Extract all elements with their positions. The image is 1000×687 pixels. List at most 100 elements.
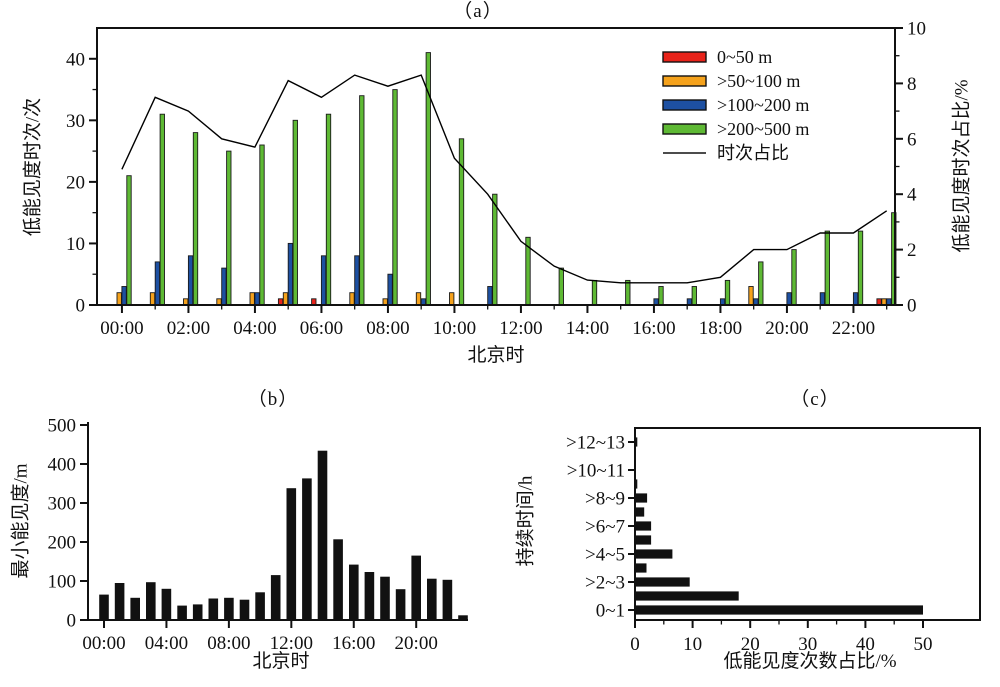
- tick-label-a-left: 40: [66, 49, 85, 70]
- tick-label-b-y: 400: [48, 455, 77, 476]
- panel-a-ylabel-right: 低能见度时次占比/%: [951, 79, 973, 253]
- bar-b-h1: [114, 583, 125, 620]
- tick-label-a-left: 30: [66, 111, 85, 132]
- bar-a-1-h5: [282, 292, 289, 306]
- bar-a-3-h8: [392, 89, 398, 306]
- tick-label-c-y: >12~13: [566, 433, 625, 454]
- tick-label-a-x: 22:00: [832, 318, 875, 339]
- bar-b-h8: [224, 597, 234, 620]
- bar-b-h7: [208, 598, 219, 620]
- tick-label-a-x: 16:00: [632, 318, 675, 339]
- tick-label-a-x: 06:00: [300, 318, 343, 339]
- tick-label-c-y: >10~11: [567, 461, 625, 482]
- bar-c-7: [636, 507, 645, 517]
- bar-a-2-h1: [154, 261, 161, 306]
- bar-b-h15: [333, 539, 343, 620]
- tick-label-c-y: >8~9: [585, 489, 625, 510]
- panel-b-ylabel: 最小能见度/m: [10, 463, 32, 579]
- panel-b-xlabel: 北京时: [252, 651, 310, 672]
- tick-label-a-x: 08:00: [366, 318, 409, 339]
- bar-a-3-h14: [591, 279, 598, 306]
- bar-a-3-h4: [259, 144, 265, 306]
- legend-swatch-1: [662, 75, 707, 87]
- bar-a-3-h13: [558, 267, 564, 306]
- panel-c-ylabel: 持续时间/h: [515, 475, 537, 567]
- tick-label-b-y: 200: [48, 533, 77, 554]
- tick-label-a-right: 2: [907, 240, 917, 261]
- bar-a-3-h6: [325, 113, 332, 306]
- bar-b-h16: [349, 564, 359, 620]
- tick-label-a-x: 04:00: [233, 318, 276, 339]
- bar-a-2-h5: [287, 242, 294, 306]
- bar-a-3-h16: [658, 286, 664, 306]
- bar-a-3-h0: [126, 175, 132, 306]
- bar-a-3-h1: [159, 113, 165, 306]
- bar-b-h23: [458, 615, 468, 620]
- panel-c-frame: [634, 427, 981, 621]
- tick-label-a-x: 20:00: [765, 318, 808, 339]
- bar-b-h21: [427, 578, 437, 620]
- legend-label-1: >50~100 m: [717, 71, 800, 91]
- bar-c-2: [636, 577, 690, 587]
- bar-b-h3: [146, 582, 156, 620]
- tick-label-c-y: 0~1: [596, 601, 625, 622]
- legend-label-2: >100~200 m: [717, 95, 809, 115]
- trend-line: [121, 74, 888, 284]
- tick-label-c-x: 10: [683, 634, 702, 655]
- bar-b-h19: [395, 589, 406, 620]
- tick-label-a-right: 8: [907, 74, 917, 95]
- bar-a-3-h5: [292, 119, 298, 306]
- tick-label-b-y: 0: [67, 611, 77, 632]
- bar-a-3-h19: [758, 261, 764, 306]
- tick-label-a-right: 10: [907, 19, 926, 40]
- bar-b-h5: [177, 605, 187, 620]
- bar-b-h14: [317, 450, 328, 620]
- bar-a-1-h1: [149, 292, 156, 306]
- tick-label-a-x: 12:00: [499, 318, 542, 339]
- tick-label-c-y: >6~7: [585, 517, 625, 538]
- bar-b-h2: [130, 597, 140, 620]
- bar-a-1-h7: [349, 292, 355, 306]
- bar-b-h17: [364, 572, 375, 620]
- bar-c-1: [636, 591, 739, 601]
- tick-label-c-x: 20: [741, 634, 760, 655]
- legend-swatch-2: [662, 99, 707, 111]
- bar-a-2-h0: [121, 286, 127, 306]
- tick-label-b-x: 00:00: [82, 633, 125, 654]
- tick-label-b-y: 100: [48, 572, 77, 593]
- tick-label-c-y: >4~5: [585, 545, 625, 566]
- bar-a-2-h20: [786, 292, 792, 306]
- tick-label-a-left: 10: [66, 234, 85, 255]
- bar-a-1-h10: [449, 292, 455, 306]
- bar-a-2-h21: [819, 292, 826, 306]
- tick-label-b-x: 16:00: [332, 633, 375, 654]
- tick-label-c-x: 40: [856, 634, 875, 655]
- tick-label-c-x: 30: [798, 634, 817, 655]
- tick-label-b-x: 12:00: [270, 633, 313, 654]
- bar-a-2-h11: [487, 286, 493, 306]
- bar-a-1-h19: [748, 286, 754, 306]
- legend-label-0: 0~50 m: [717, 47, 772, 67]
- bar-b-h0: [99, 594, 109, 620]
- bar-c-9: [636, 479, 638, 489]
- bar-b-h22: [442, 579, 453, 620]
- tick-label-b-x: 08:00: [207, 633, 250, 654]
- bar-b-h4: [161, 588, 172, 620]
- legend-label-3: >200~500 m: [717, 119, 809, 139]
- bar-a-3-h17: [691, 286, 697, 306]
- legend-swatch-3: [662, 123, 707, 135]
- bar-b-h20: [411, 555, 421, 620]
- bar-c-6: [636, 521, 652, 531]
- bar-a-2-h4: [254, 292, 260, 306]
- panel-a-title: （a）: [453, 1, 503, 22]
- tick-label-a-x: 18:00: [699, 318, 742, 339]
- tick-label-a-x: 00:00: [100, 318, 143, 339]
- bar-a-2-h2: [187, 255, 194, 306]
- tick-label-a-x: 14:00: [566, 318, 609, 339]
- bar-c-8: [636, 493, 648, 503]
- bar-a-3-h11: [492, 193, 498, 306]
- bar-a-3-h3: [226, 150, 232, 306]
- bar-c-0: [636, 605, 923, 615]
